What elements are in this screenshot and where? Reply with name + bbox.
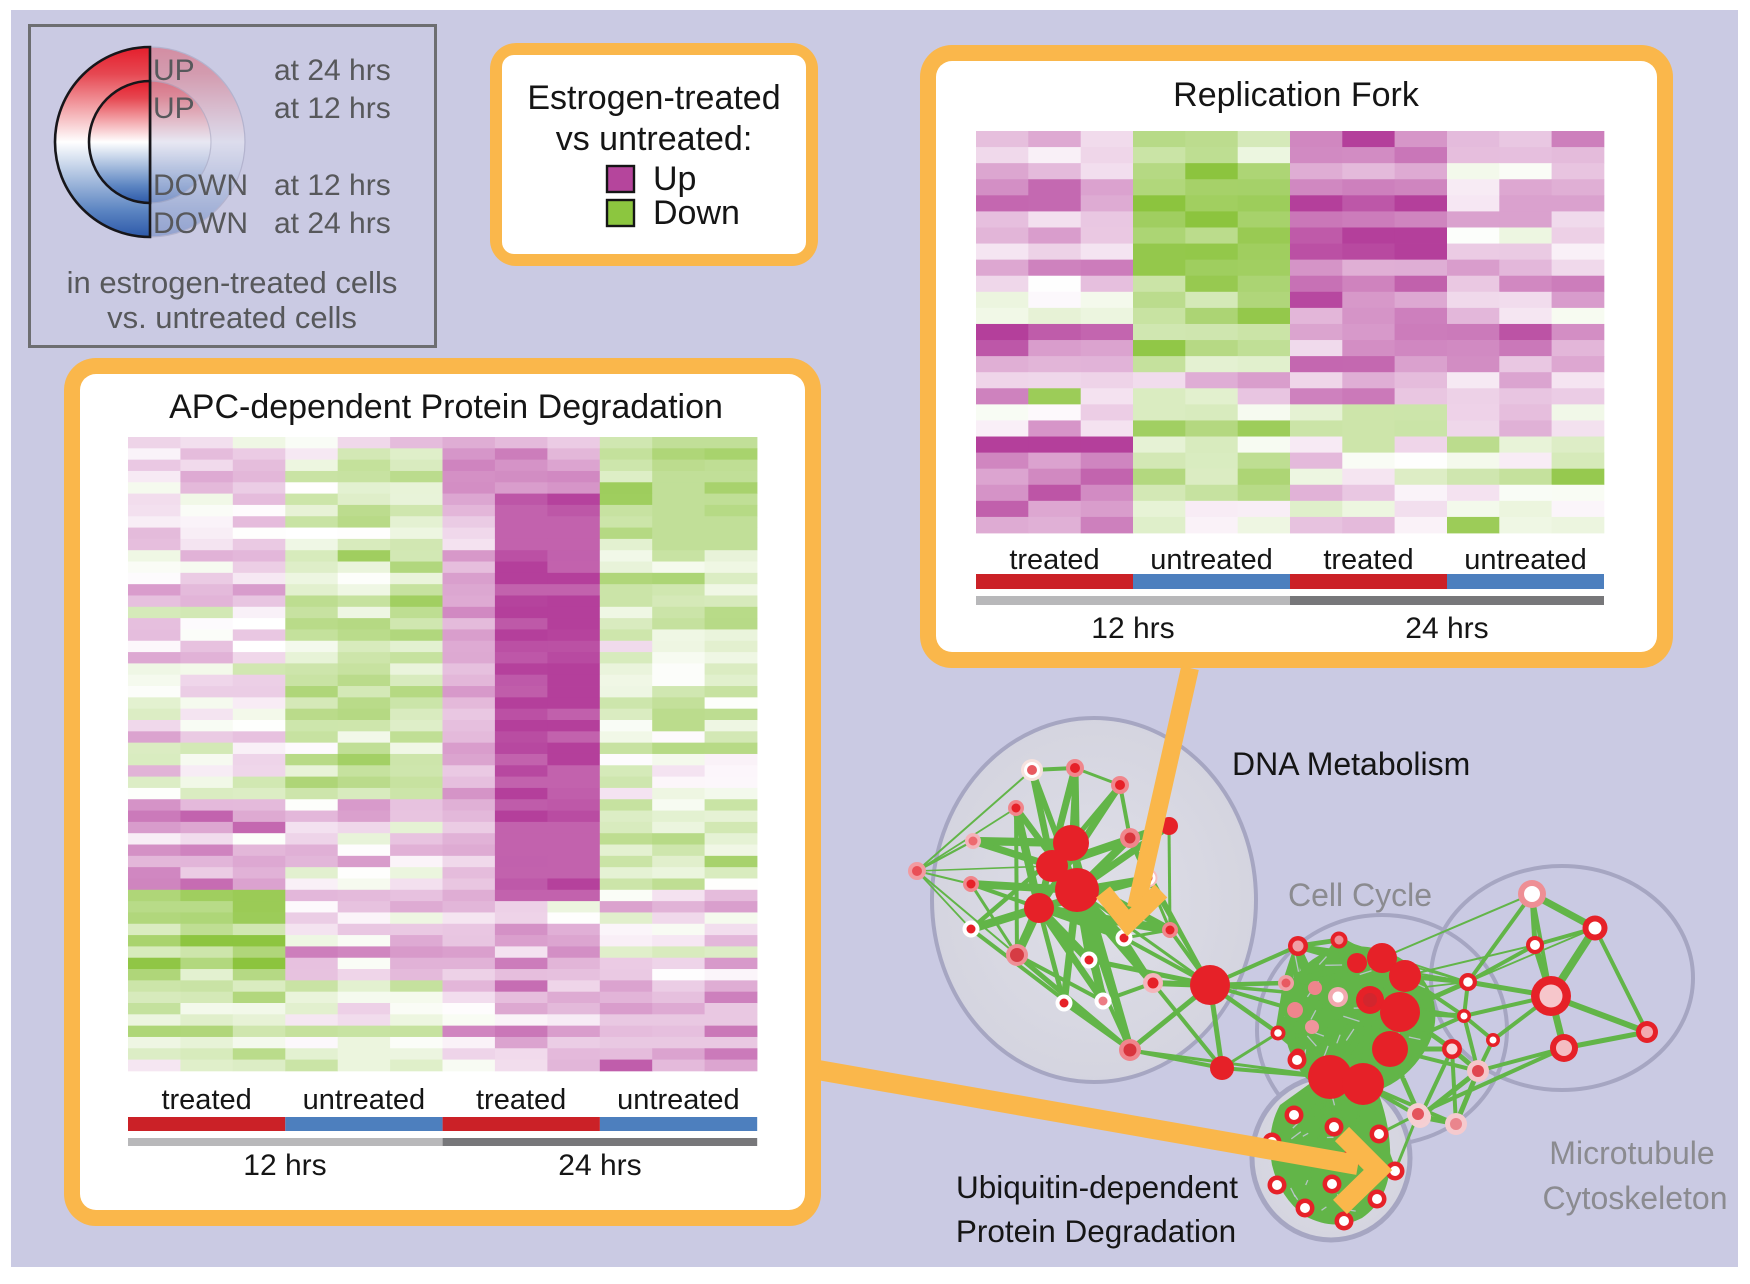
svg-text:at 12 hrs: at 12 hrs bbox=[274, 169, 391, 202]
svg-text:UP: UP bbox=[153, 54, 195, 87]
svg-text:at 12 hrs: at 12 hrs bbox=[274, 92, 391, 125]
svg-text:Protein Degradation: Protein Degradation bbox=[956, 1213, 1236, 1249]
svg-text:24 hrs: 24 hrs bbox=[1405, 612, 1488, 645]
svg-text:treated: treated bbox=[476, 1084, 566, 1116]
svg-text:untreated: untreated bbox=[1464, 544, 1587, 576]
svg-text:untreated: untreated bbox=[1150, 544, 1273, 576]
svg-text:24 hrs: 24 hrs bbox=[558, 1149, 641, 1182]
svg-text:Cell Cycle: Cell Cycle bbox=[1288, 877, 1432, 913]
svg-text:at 24 hrs: at 24 hrs bbox=[274, 207, 391, 240]
svg-text:Cytoskeleton: Cytoskeleton bbox=[1543, 1180, 1728, 1216]
svg-text:Replication Fork: Replication Fork bbox=[1173, 76, 1420, 114]
svg-text:DOWN: DOWN bbox=[153, 169, 248, 202]
svg-text:vs untreated:: vs untreated: bbox=[556, 120, 753, 158]
svg-text:treated: treated bbox=[1009, 544, 1099, 576]
svg-text:12 hrs: 12 hrs bbox=[1091, 612, 1174, 645]
svg-text:untreated: untreated bbox=[303, 1084, 426, 1116]
svg-text:UP: UP bbox=[153, 92, 195, 125]
svg-text:Estrogen-treated: Estrogen-treated bbox=[527, 79, 780, 117]
svg-text:Up: Up bbox=[653, 160, 696, 198]
svg-text:APC-dependent Protein Degradat: APC-dependent Protein Degradation bbox=[169, 388, 723, 426]
svg-text:DNA Metabolism: DNA Metabolism bbox=[1232, 746, 1470, 782]
svg-text:at 24 hrs: at 24 hrs bbox=[274, 54, 391, 87]
svg-text:vs. untreated cells: vs. untreated cells bbox=[107, 300, 357, 335]
svg-text:Microtubule: Microtubule bbox=[1549, 1135, 1714, 1171]
svg-text:Ubiquitin-dependent: Ubiquitin-dependent bbox=[956, 1169, 1238, 1205]
svg-text:treated: treated bbox=[161, 1084, 251, 1116]
svg-text:DOWN: DOWN bbox=[153, 207, 248, 240]
svg-text:untreated: untreated bbox=[617, 1084, 740, 1116]
svg-text:Down: Down bbox=[653, 194, 740, 232]
svg-text:12 hrs: 12 hrs bbox=[243, 1149, 326, 1182]
svg-text:treated: treated bbox=[1323, 544, 1413, 576]
svg-text:in estrogen-treated cells: in estrogen-treated cells bbox=[67, 265, 398, 300]
